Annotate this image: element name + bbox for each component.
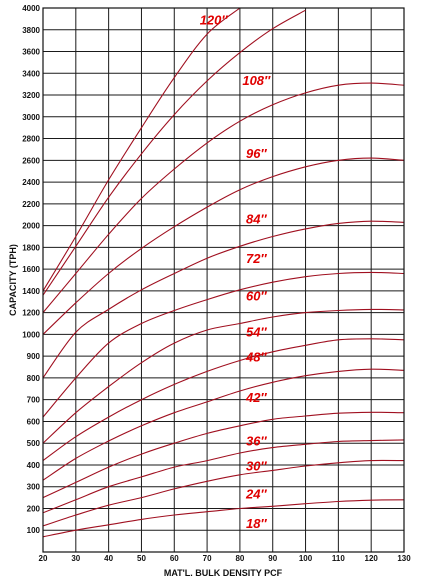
- y-tick-label: 1400: [22, 287, 40, 296]
- series-line: [43, 368, 404, 481]
- y-tick-label: 3200: [22, 91, 40, 100]
- series-line: [43, 439, 404, 514]
- y-tick-label: 1600: [22, 265, 40, 274]
- y-tick-label: 500: [27, 439, 41, 448]
- series-label: 108″: [242, 73, 271, 88]
- series-line: [43, 308, 404, 444]
- series-label: 36″: [246, 433, 267, 448]
- series-label: 18″: [246, 516, 267, 531]
- series-label: 72″: [246, 251, 267, 266]
- y-axis-label: CAPACITY (TPH): [8, 244, 18, 316]
- x-tick-label: 60: [170, 554, 179, 563]
- series-label: 96″: [246, 146, 267, 161]
- series-line: [43, 157, 404, 335]
- x-tick-label: 130: [397, 554, 411, 563]
- y-tick-label: 1800: [22, 243, 40, 252]
- series-labels: 18″ 24″ 30″ 36″ 42″ 48″ 54″ 60″ 72″ 84″ 96″ 108″ 120…: [200, 12, 271, 531]
- series-line: [43, 9, 306, 296]
- x-tick-label: 40: [104, 554, 113, 563]
- y-tick-label: 4000: [22, 4, 40, 13]
- series-line: [43, 82, 404, 313]
- grid: [42, 7, 405, 552]
- y-tick-label: 600: [27, 417, 41, 426]
- y-tick-label: 3600: [22, 48, 40, 57]
- x-axis-label: MAT'L. BULK DENSITY PCF: [164, 568, 283, 578]
- x-tick-label: 100: [299, 554, 313, 563]
- y-tick-label: 3000: [22, 113, 40, 122]
- plot-border: [42, 7, 405, 553]
- series-label: 42″: [245, 390, 267, 405]
- y-tick-label: 2000: [22, 222, 40, 231]
- x-tick-label: 30: [71, 554, 80, 563]
- y-tick-label: 700: [27, 396, 41, 405]
- y-tick-label: 200: [27, 504, 41, 513]
- series-line: [43, 459, 404, 527]
- x-tick-label: 120: [365, 554, 379, 563]
- series-line: [43, 8, 241, 292]
- y-tick-label: 2800: [22, 135, 40, 144]
- y-tick-label: 1200: [22, 309, 40, 318]
- series-label: 60″: [246, 289, 267, 304]
- y-tick-label: 2600: [22, 156, 40, 165]
- y-tick-labels: 100 200 300 400 500 600 700 800 900 1000 1200 1400 1…: [22, 4, 40, 535]
- series-curves: [43, 8, 404, 538]
- series-line: [43, 220, 404, 379]
- series-line: [43, 271, 404, 418]
- y-tick-label: 2200: [22, 200, 40, 209]
- series-label: 48″: [245, 350, 267, 365]
- x-tick-labels: 20 30 40 50 60 70 80 90 100 110 120 130: [39, 554, 412, 563]
- series-label: 54″: [246, 325, 267, 340]
- series-label: 120″: [200, 12, 229, 27]
- series-line: [43, 338, 404, 462]
- y-tick-label: 400: [27, 461, 41, 470]
- y-tick-label: 900: [27, 352, 41, 361]
- y-tick-label: 1000: [22, 330, 40, 339]
- y-tick-label: 300: [27, 483, 41, 492]
- x-tick-label: 90: [268, 554, 277, 563]
- x-tick-label: 110: [332, 554, 345, 563]
- y-tick-label: 3400: [22, 69, 40, 78]
- series-line: [43, 411, 404, 499]
- y-tick-label: 2400: [22, 178, 40, 187]
- y-tick-label: 800: [27, 374, 41, 383]
- x-tick-label: 80: [235, 554, 244, 563]
- series-line: [43, 499, 404, 538]
- series-label: 24″: [245, 487, 267, 502]
- y-tick-label: 100: [27, 526, 41, 535]
- series-label: 84″: [246, 211, 267, 226]
- x-tick-label: 70: [203, 554, 212, 563]
- series-label: 30″: [246, 458, 267, 473]
- x-tick-label: 50: [137, 554, 146, 563]
- y-tick-label: 3800: [22, 26, 40, 35]
- x-tick-label: 20: [39, 554, 48, 563]
